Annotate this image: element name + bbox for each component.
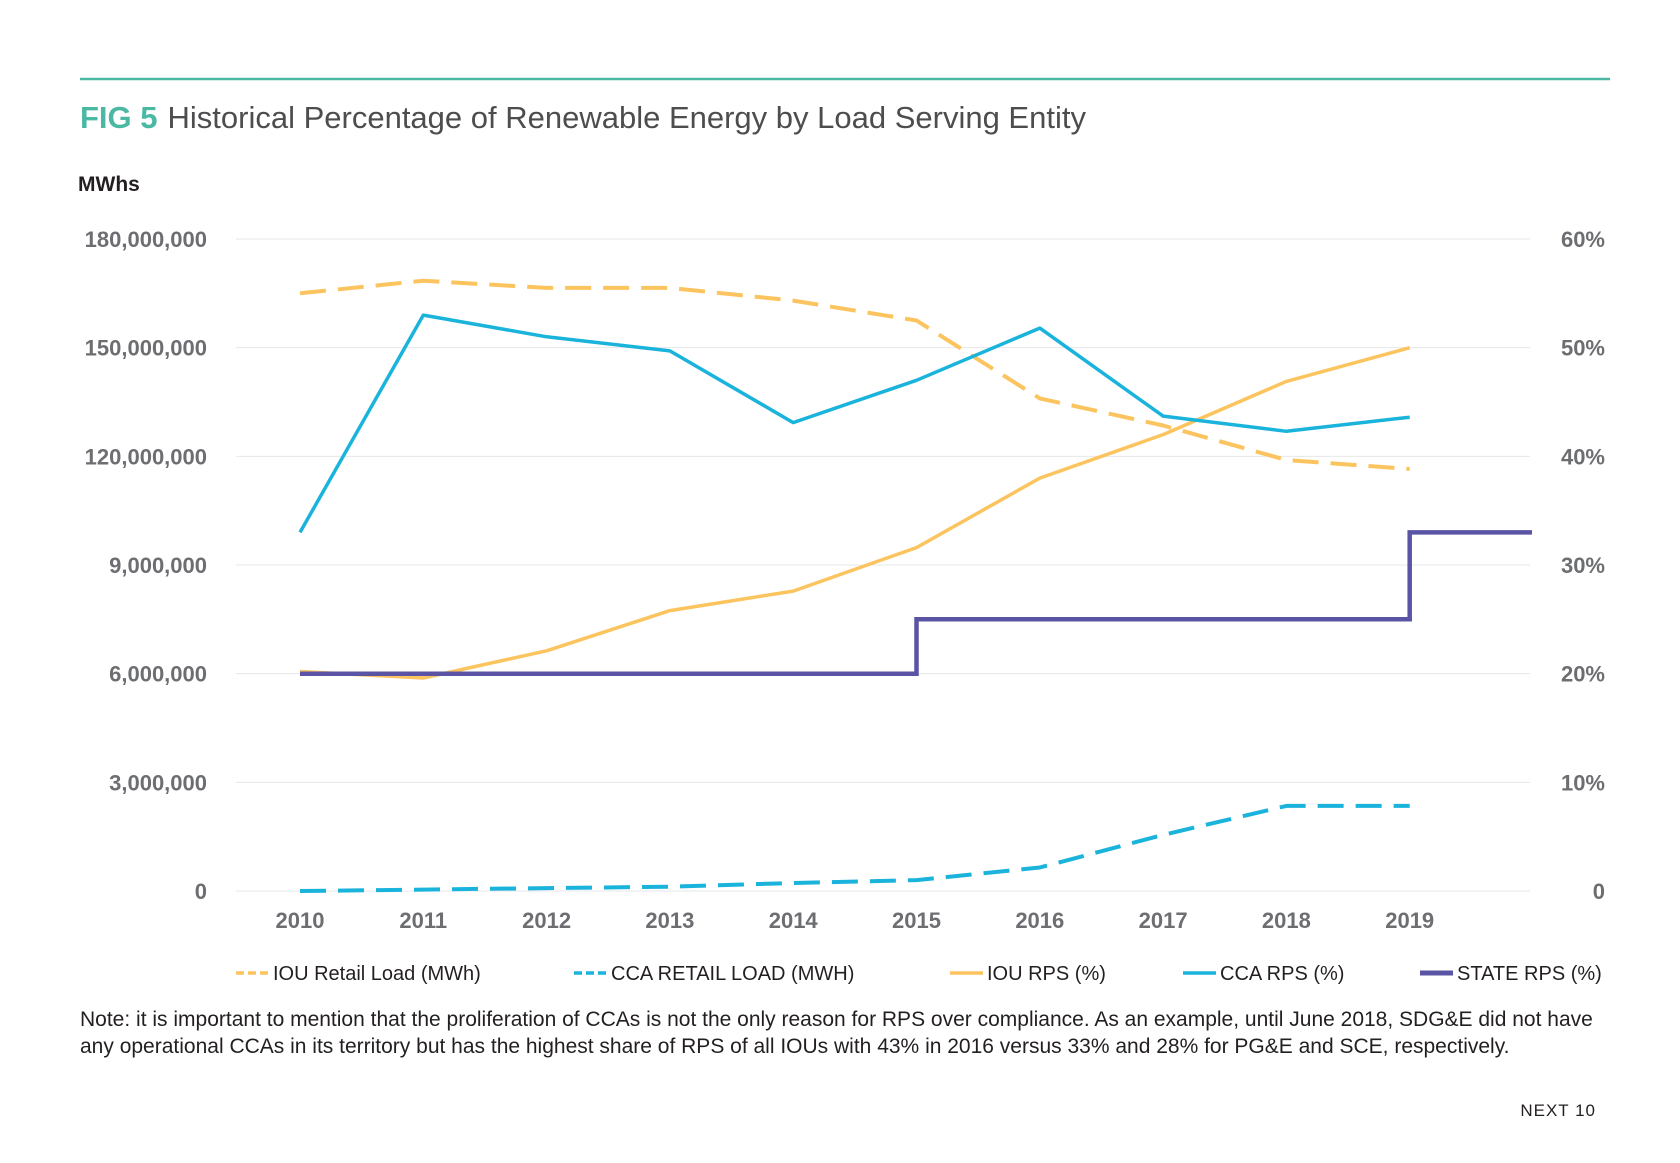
series-line-state-rps [300,530,1532,676]
left-tick-label: 9,000,000 [109,553,207,578]
legend-label: CCA RPS (%) [1220,963,1344,985]
legend-item: CCA RPS (%) [1183,963,1344,985]
left-tick-label: 0 [195,879,207,904]
x-tick-label: 2018 [1262,908,1311,933]
series-line-iou-rps [299,346,1411,680]
series-line-cca-rps [298,313,1410,534]
x-tick-label: 2013 [645,908,694,933]
x-tick-label: 2019 [1385,908,1434,933]
x-tick-label: 2012 [522,908,571,933]
legend-label: STATE RPS (%) [1457,963,1602,985]
left-tick-label: 120,000,000 [85,444,207,469]
x-tick-label: 2011 [399,908,447,933]
figure-title: FIG 5 Historical Percentage of Renewable … [80,100,1086,135]
figure-title-text: Historical Percentage of Renewable Energ… [168,100,1087,135]
figure-label: FIG 5 [80,100,158,135]
x-tick-label: 2017 [1139,908,1188,933]
right-tick-label: 20% [1561,662,1605,687]
x-tick-label: 2010 [276,908,325,933]
right-tick-label: 30% [1561,553,1605,578]
legend-item: IOU RPS (%) [950,963,1106,985]
right-tick-label: 10% [1561,770,1605,795]
left-tick-label: 6,000,000 [109,662,207,687]
left-tick-label: 180,000,000 [85,227,207,252]
footer-brand: NEXT 10 [1520,1101,1596,1120]
right-tick-label: 40% [1561,444,1605,469]
legend: IOU Retail Load (MWh) CCA RETAIL LOAD (MW… [236,963,1602,985]
series-line-iou-retail-load-mwh [299,278,1410,471]
left-axis-ticks: 0 3,000,000 6,000,000 9,000,000 120,000,000 1… [85,227,207,904]
x-axis-ticks: 2010 2011 2012 2013 2014 2015 2016 2017 2018 2019 [276,908,1435,933]
gridlines [236,238,1530,892]
x-tick-label: 2014 [769,908,819,933]
right-axis-ticks: 0 10% 20% 30% 40% 50% 60% [1561,227,1605,904]
legend-label: CCA RETAIL LOAD (MWH) [611,963,854,985]
y-axis-unit-label: MWhs [78,173,140,196]
right-tick-label: 60% [1561,227,1605,252]
right-tick-label: 0 [1593,879,1605,904]
legend-item: CCA RETAIL LOAD (MWH) [574,963,854,985]
series-group [298,278,1532,893]
left-tick-label: 150,000,000 [85,336,207,361]
right-tick-label: 50% [1561,336,1605,361]
legend-item: IOU Retail Load (MWh) [236,963,481,985]
series-line-cca-retail-load-mwh [299,803,1410,893]
x-tick-label: 2015 [892,908,941,933]
left-tick-label: 3,000,000 [109,770,207,795]
legend-label: IOU Retail Load (MWh) [273,963,481,985]
legend-label: IOU RPS (%) [987,963,1106,985]
legend-item: STATE RPS (%) [1420,963,1602,985]
x-tick-label: 2016 [1015,908,1064,933]
chart-note: Note: it is important to mention that th… [80,1008,1593,1058]
